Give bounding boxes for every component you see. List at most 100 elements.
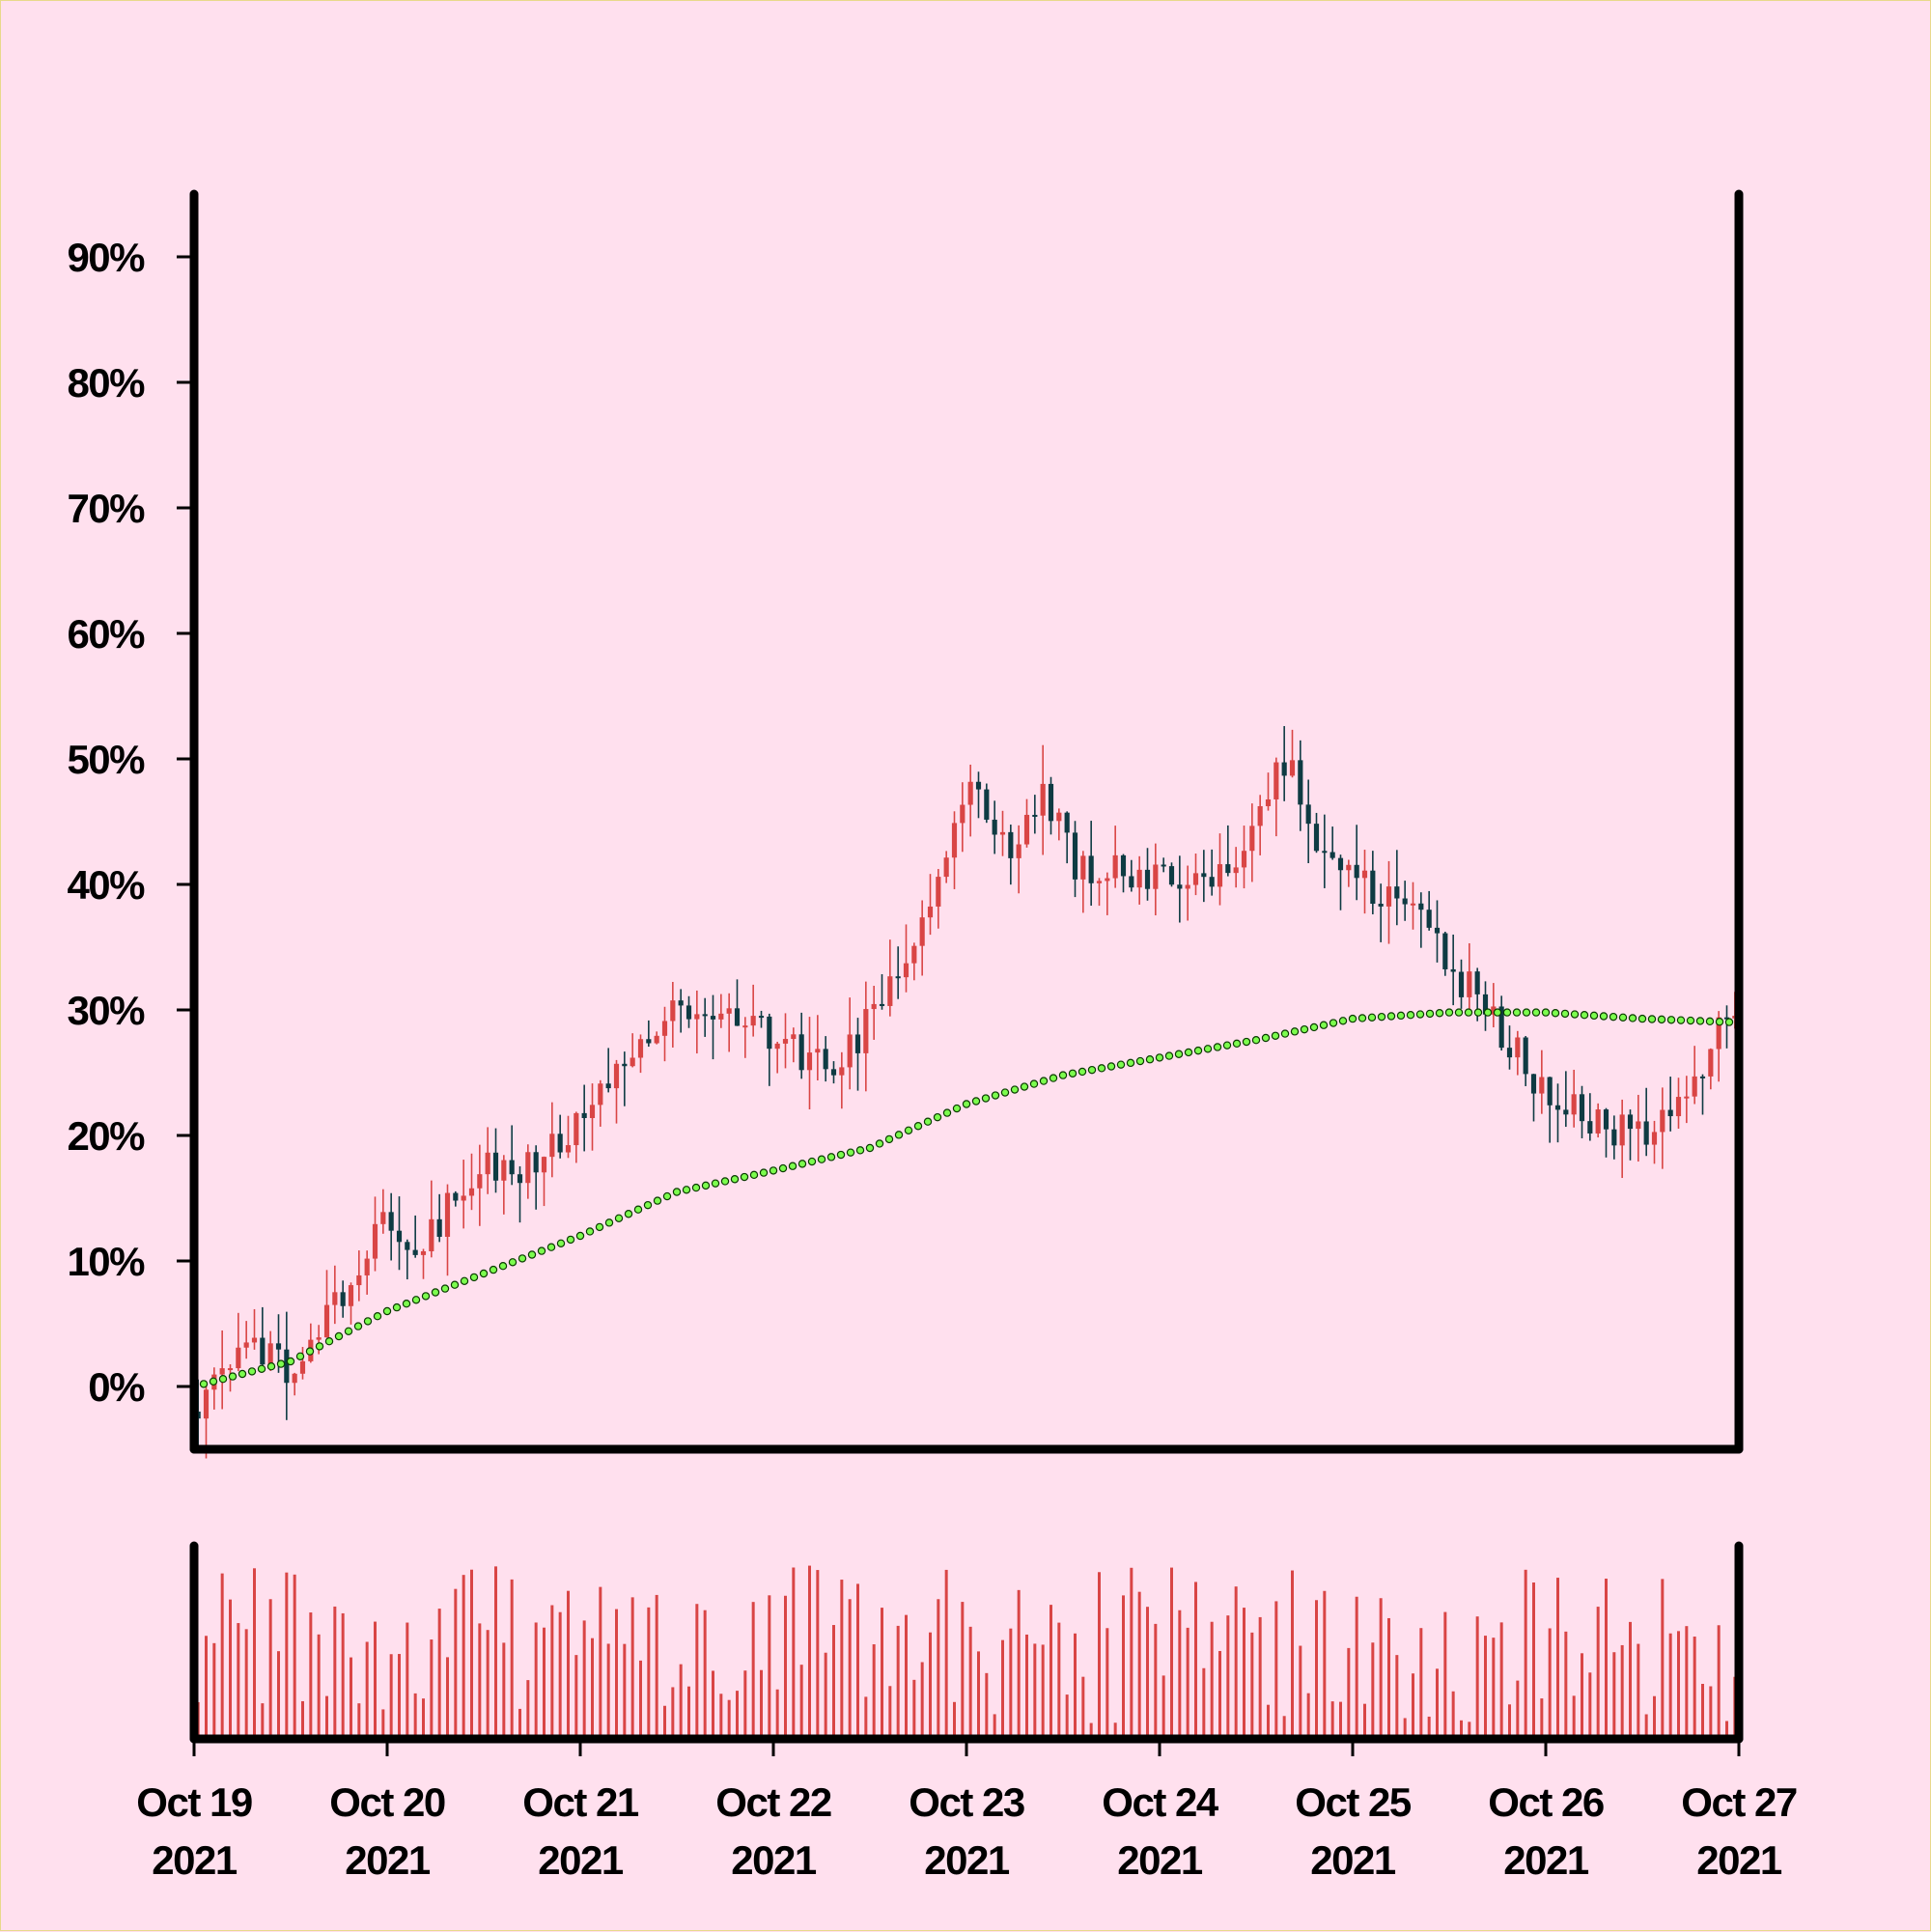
candle-body bbox=[798, 1034, 804, 1071]
moving-average-point bbox=[556, 1239, 566, 1248]
moving-average-point bbox=[1435, 1009, 1444, 1018]
candle-body bbox=[605, 1083, 611, 1089]
volume-bar bbox=[389, 1654, 393, 1739]
moving-average-point bbox=[1695, 1017, 1705, 1025]
volume-bar bbox=[1725, 1721, 1728, 1739]
candle-body bbox=[574, 1112, 579, 1146]
volume-bar bbox=[1339, 1701, 1342, 1739]
candle-body bbox=[854, 1034, 861, 1053]
moving-average-point bbox=[1049, 1074, 1058, 1082]
candle-body bbox=[1048, 783, 1054, 822]
moving-average-point bbox=[1377, 1012, 1386, 1022]
candle-body bbox=[1458, 971, 1465, 997]
x-tick-label-year: 2021 bbox=[538, 1837, 624, 1883]
volume-bar bbox=[1427, 1716, 1431, 1739]
volume-bar bbox=[1492, 1638, 1496, 1739]
moving-average-point bbox=[624, 1210, 633, 1218]
volume-bar bbox=[1460, 1720, 1463, 1739]
moving-average-point bbox=[1522, 1008, 1531, 1017]
volume-bar bbox=[905, 1614, 908, 1739]
volume-panel bbox=[189, 1541, 1744, 1744]
candle-body bbox=[1249, 826, 1255, 852]
volume-bar bbox=[253, 1568, 256, 1739]
volume-bar bbox=[1089, 1722, 1093, 1739]
volume-bar bbox=[808, 1565, 811, 1739]
y-tick-label: 40% bbox=[67, 862, 145, 908]
volume-bar bbox=[1548, 1628, 1552, 1739]
volume-bar bbox=[1081, 1676, 1085, 1739]
candle-body bbox=[1136, 869, 1142, 888]
moving-average-point bbox=[1715, 1018, 1724, 1026]
volume-bar bbox=[977, 1651, 980, 1739]
candle-body bbox=[299, 1360, 306, 1374]
volume-bar bbox=[574, 1655, 578, 1739]
moving-average-point bbox=[1444, 1008, 1454, 1017]
candle-body bbox=[1667, 1109, 1673, 1117]
volume-bar bbox=[413, 1693, 417, 1739]
candle-body bbox=[1289, 760, 1296, 776]
candle-body bbox=[1217, 864, 1223, 887]
volume-bar bbox=[639, 1660, 642, 1739]
candle-body bbox=[348, 1285, 354, 1306]
moving-average-point bbox=[1271, 1031, 1280, 1040]
candle-body bbox=[468, 1188, 475, 1196]
moving-average-point bbox=[807, 1157, 817, 1166]
candle-body bbox=[1636, 1121, 1641, 1130]
volume-bar bbox=[623, 1643, 627, 1739]
candle-body bbox=[332, 1292, 338, 1305]
moving-average-point bbox=[1213, 1043, 1222, 1051]
volume-bar bbox=[220, 1573, 224, 1739]
volume-bar bbox=[768, 1595, 771, 1739]
candle-body bbox=[895, 976, 901, 979]
moving-average-point bbox=[1309, 1022, 1319, 1032]
candle-body bbox=[1209, 877, 1215, 887]
volume-bar bbox=[301, 1700, 304, 1739]
moving-average-point bbox=[1145, 1055, 1155, 1064]
candle-body bbox=[1515, 1037, 1521, 1058]
candle-body bbox=[830, 1069, 837, 1076]
volume-bar bbox=[1451, 1691, 1455, 1739]
volume-bar bbox=[1484, 1636, 1487, 1739]
moving-average-point bbox=[1396, 1011, 1406, 1021]
moving-average-point bbox=[913, 1122, 923, 1131]
candle-body bbox=[364, 1258, 370, 1275]
candle-body bbox=[1040, 783, 1046, 816]
volume-bar bbox=[1556, 1578, 1559, 1739]
moving-average-point bbox=[489, 1265, 498, 1274]
candle-body bbox=[517, 1174, 523, 1184]
candle-body bbox=[284, 1349, 290, 1384]
candle-body bbox=[1008, 831, 1014, 858]
moving-average-point bbox=[508, 1258, 518, 1267]
volume-bar bbox=[799, 1665, 803, 1739]
moving-average-point bbox=[1300, 1024, 1309, 1034]
moving-average-point bbox=[1097, 1064, 1106, 1073]
x-tick-label-year: 2021 bbox=[152, 1837, 238, 1883]
volume-bar bbox=[244, 1629, 248, 1739]
moving-average-point bbox=[1676, 1016, 1686, 1024]
candle-body bbox=[533, 1152, 539, 1173]
moving-average-point bbox=[817, 1155, 826, 1163]
y-tick-label: 60% bbox=[67, 611, 145, 657]
x-tick-label: Oct 23 bbox=[909, 1779, 1024, 1825]
candle-body bbox=[806, 1052, 813, 1071]
moving-average-point bbox=[1203, 1045, 1213, 1053]
volume-bar bbox=[486, 1630, 490, 1739]
candle-body bbox=[1112, 854, 1118, 879]
candle-body bbox=[501, 1160, 507, 1181]
moving-average-point bbox=[1135, 1056, 1145, 1066]
volume-bar bbox=[1291, 1570, 1294, 1739]
moving-average-point bbox=[460, 1276, 469, 1286]
volume-bar bbox=[896, 1625, 900, 1739]
moving-average-point bbox=[701, 1181, 711, 1190]
moving-average-point bbox=[923, 1117, 933, 1126]
moving-average-point bbox=[1126, 1058, 1135, 1068]
moving-average-point bbox=[218, 1374, 228, 1384]
volume-bar bbox=[985, 1672, 989, 1739]
volume-bar bbox=[1009, 1628, 1013, 1739]
moving-average-point bbox=[1357, 1014, 1367, 1022]
candle-body bbox=[943, 857, 949, 878]
volume-bar bbox=[1379, 1598, 1383, 1739]
moving-average-point bbox=[952, 1104, 962, 1113]
volume-bar bbox=[1306, 1693, 1310, 1739]
candle-body bbox=[388, 1212, 394, 1231]
